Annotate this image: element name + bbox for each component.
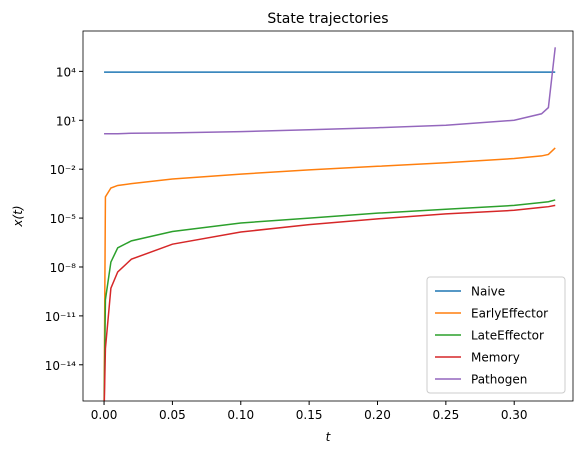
- x-tick-label: 0.10: [227, 408, 254, 422]
- legend-label: Memory: [471, 351, 520, 365]
- legend-box: [426, 276, 566, 394]
- chart-title: State trajectories: [267, 11, 388, 27]
- x-tick-label: 0.05: [159, 408, 186, 422]
- series-line: [104, 47, 556, 135]
- x-tick-label: 0.25: [432, 408, 459, 422]
- y-axis-label: x(t): [11, 205, 25, 227]
- y-tick-label: 10⁴: [56, 65, 76, 79]
- series-line: [103, 199, 556, 401]
- x-tick-label: 0.20: [364, 408, 391, 422]
- plot-lines: [103, 47, 556, 401]
- plot-frame: [82, 30, 574, 402]
- x-axis-label: t: [326, 430, 332, 444]
- legend-label: Pathogen: [471, 373, 527, 387]
- x-tick-label: 0.30: [501, 408, 528, 422]
- legend-label: EarlyEffector: [471, 307, 548, 321]
- y-tick-label: 10⁻⁸: [50, 261, 77, 275]
- y-tick-label: 10⁻¹⁴: [45, 359, 76, 373]
- x-tick-label: 0.15: [296, 408, 323, 422]
- series-line: [103, 147, 556, 401]
- y-tick-label: 10⁻²: [50, 163, 77, 177]
- legend-label: Naive: [471, 285, 505, 299]
- y-tick-label: 10⁻¹¹: [45, 310, 76, 324]
- x-tick-label: 0.00: [91, 408, 118, 422]
- legend-label: LateEffector: [471, 329, 544, 343]
- y-tick-label: 10⁻⁵: [50, 212, 77, 226]
- y-tick-label: 10¹: [56, 114, 76, 128]
- series-line: [103, 204, 556, 401]
